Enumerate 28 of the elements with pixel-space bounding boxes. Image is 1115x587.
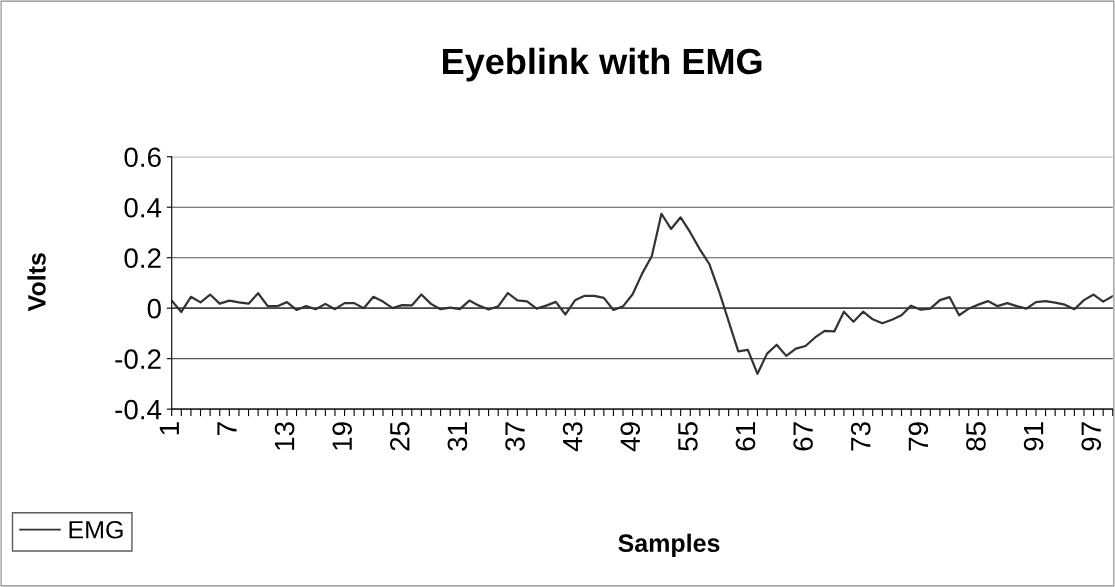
x-tick-label: 67 (793, 422, 813, 451)
x-tick-label: 85 (966, 422, 986, 451)
x-tick-label: 55 (678, 422, 698, 451)
y-tick-label: 0.2 (124, 248, 161, 269)
x-tick-label: 31 (447, 422, 468, 451)
x-tick-label: 79 (908, 422, 929, 451)
x-tick-label: 49 (620, 422, 641, 452)
y-tick-label: -0.2 (115, 349, 161, 369)
x-tick-label: 37 (505, 422, 525, 451)
legend-label: EMG (69, 520, 123, 539)
x-tick-label: 1 (159, 422, 179, 435)
x-tick-label: 7 (217, 422, 237, 435)
line-series (171, 212, 1113, 375)
x-tick-label: 25 (389, 422, 410, 451)
chart-title: Eyeblink with EMG (443, 47, 762, 82)
x-tick-label: 61 (735, 422, 756, 451)
y-axis-title: Volts (27, 253, 46, 312)
x-tick-label: 73 (850, 422, 871, 451)
y-tick-label: 0.4 (124, 197, 162, 218)
x-tick-label: 97 (1081, 422, 1102, 451)
x-tick-label: 91 (1023, 422, 1044, 451)
x-tick-label: 13 (274, 422, 295, 450)
y-tick-label: -0.4 (115, 399, 162, 420)
x-tick-label: 43 (562, 422, 583, 452)
x-axis-title: Samples (618, 533, 720, 557)
y-tick-label: 0.6 (124, 147, 161, 168)
x-tick-label: 19 (332, 422, 353, 450)
y-tick-label: 0 (147, 298, 161, 319)
